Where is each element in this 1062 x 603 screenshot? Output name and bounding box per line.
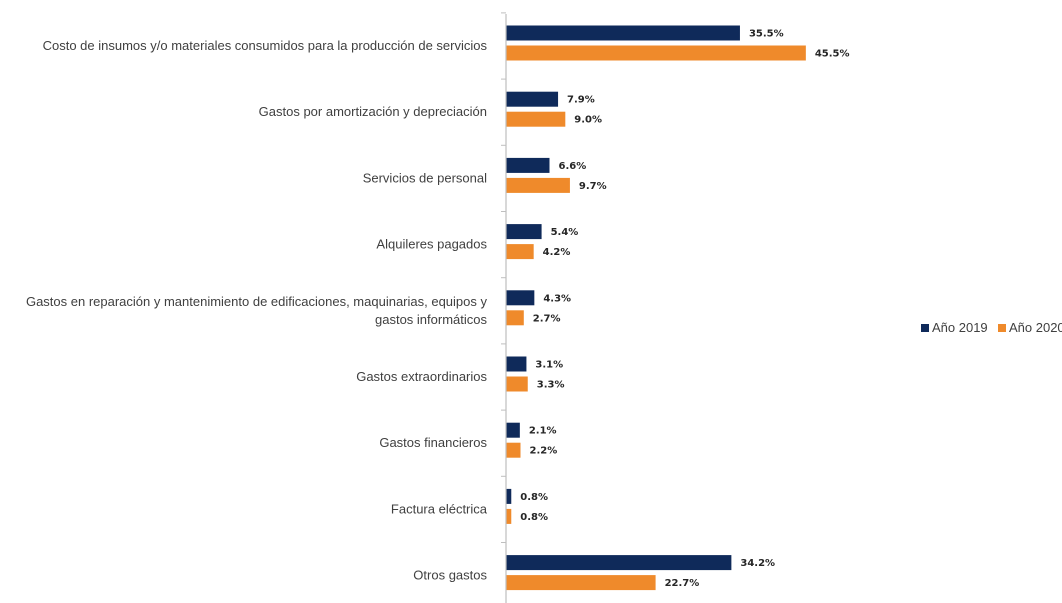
legend: Año 2019 Año 2020 xyxy=(921,320,1062,335)
legend-label-2020: Año 2020 xyxy=(1009,320,1062,335)
category-label: Otros gastos xyxy=(413,568,487,583)
bars xyxy=(506,25,806,591)
category-label: Gastos en reparación y mantenimiento de … xyxy=(26,294,488,327)
value-label: 45.5% xyxy=(815,49,850,60)
category-label: Gastos por amortización y depreciación xyxy=(259,104,487,119)
bar-2020 xyxy=(506,177,570,193)
bar-2019 xyxy=(506,290,535,306)
value-label: 3.3% xyxy=(537,380,565,391)
bar-2020 xyxy=(506,111,566,127)
category-label: Servicios de personal xyxy=(363,170,487,185)
value-label: 0.8% xyxy=(520,512,548,523)
bar-2019 xyxy=(506,422,520,438)
category-labels: Costo de insumos y/o materiales consumid… xyxy=(26,12,506,583)
value-label: 6.6% xyxy=(558,161,586,172)
value-label: 2.2% xyxy=(529,446,557,457)
category-label: Gastos financieros xyxy=(379,435,487,450)
bar-2020 xyxy=(506,575,656,591)
category-label: Gastos extraordinarios xyxy=(356,369,487,384)
value-label: 3.1% xyxy=(535,360,563,371)
value-label: 9.0% xyxy=(574,115,602,126)
legend-swatch-2019 xyxy=(921,324,929,332)
category-label: Factura eléctrica xyxy=(391,501,488,516)
value-label: 2.7% xyxy=(533,313,561,324)
value-label: 9.7% xyxy=(579,181,607,192)
bar-2019 xyxy=(506,91,559,107)
bar-2019 xyxy=(506,25,740,41)
value-label: 5.4% xyxy=(551,227,579,238)
value-label: 2.1% xyxy=(529,426,557,437)
bar-2019 xyxy=(506,224,542,240)
bar-2019 xyxy=(506,157,550,173)
legend-label-2019: Año 2019 xyxy=(932,320,988,335)
value-labels: 35.5% 45.5% 7.9% 9.0% 6.6% 9.7% 5.4% 4.2% 4.3% 2.… xyxy=(520,29,849,590)
bar-2019 xyxy=(506,488,512,504)
bar-2020 xyxy=(506,376,528,392)
bar-2020 xyxy=(506,244,534,260)
bar-2020 xyxy=(506,442,521,458)
value-label: 34.2% xyxy=(740,558,775,569)
value-label: 35.5% xyxy=(749,29,784,40)
bar-2019 xyxy=(506,555,732,571)
category-label: Costo de insumos y/o materiales consumid… xyxy=(43,38,488,53)
category-label: Alquileres pagados xyxy=(376,237,487,252)
bar-2020 xyxy=(506,45,806,61)
value-label: 7.9% xyxy=(567,95,595,106)
bar-2020 xyxy=(506,508,512,524)
value-label: 4.3% xyxy=(543,293,571,304)
legend-swatch-2020 xyxy=(998,324,1006,332)
bar-2019 xyxy=(506,356,527,372)
value-label: 0.8% xyxy=(520,492,548,503)
value-label: 22.7% xyxy=(665,578,700,589)
value-label: 4.2% xyxy=(543,247,571,258)
bar-2020 xyxy=(506,310,524,326)
